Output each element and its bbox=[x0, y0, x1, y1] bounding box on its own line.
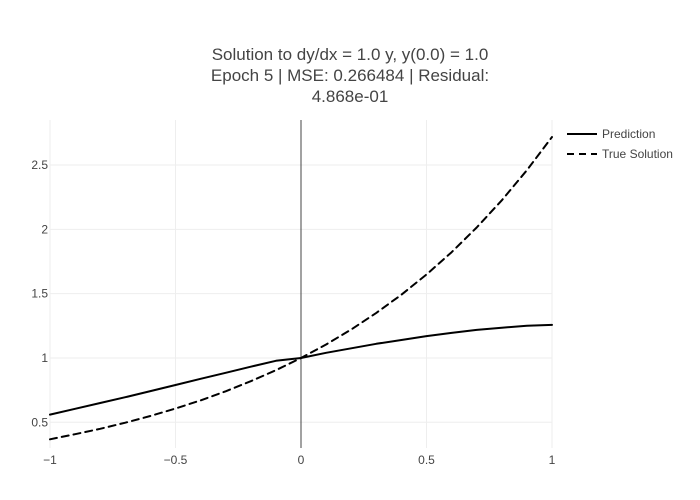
y-tick-label: 1 bbox=[41, 351, 48, 365]
y-tick-label: 2.5 bbox=[31, 158, 48, 172]
series-layer bbox=[49, 136, 553, 441]
x-tick-label: 1 bbox=[549, 453, 556, 467]
chart-title-line-2: Epoch 5 | MSE: 0.266484 | Residual: bbox=[211, 66, 489, 85]
legend-label-1: Prediction bbox=[602, 127, 655, 141]
y-tick-label: 2 bbox=[41, 222, 48, 236]
chart-title-line-1: Solution to dy/dx = 1.0 y, y(0.0) = 1.0 bbox=[212, 45, 489, 64]
x-tick-label: 0.5 bbox=[418, 453, 435, 467]
y-tick-label: 0.5 bbox=[31, 415, 48, 429]
legend: Prediction True Solution bbox=[567, 127, 673, 161]
x-tick-label: 0 bbox=[298, 453, 305, 467]
legend-label-2: True Solution bbox=[602, 147, 673, 161]
x-tick-label: −0.5 bbox=[164, 453, 188, 467]
chart-title-line-3: 4.868e-01 bbox=[312, 87, 389, 106]
y-tick-label: 1.5 bbox=[31, 287, 48, 301]
axes: −1 −0.5 0 0.5 1 0.5 1 1.5 2 2.5 bbox=[31, 120, 556, 467]
x-tick-label: −1 bbox=[43, 453, 57, 467]
series-line-2 bbox=[49, 136, 553, 441]
